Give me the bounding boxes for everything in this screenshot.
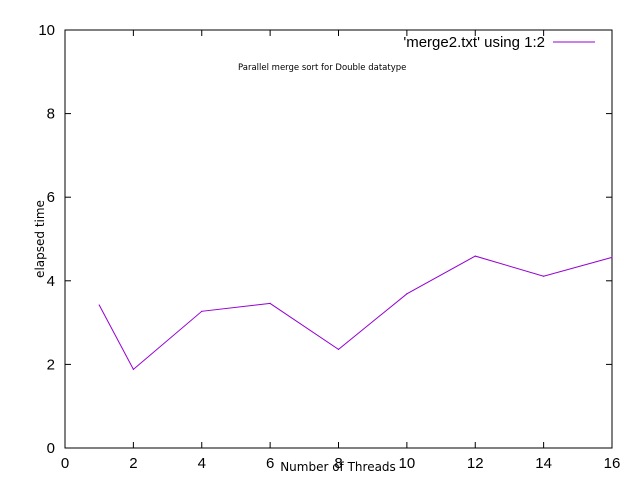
legend: 'merge2.txt' using 1:2 <box>403 34 595 51</box>
x-tick-label: 2 <box>129 455 137 472</box>
x-tick-label: 8 <box>334 455 342 472</box>
data-point <box>543 275 545 277</box>
data-point <box>406 293 408 295</box>
x-tick-label: 16 <box>604 455 621 472</box>
y-tick-label: 2 <box>47 356 55 373</box>
x-axis-title: Number of Threads <box>280 460 396 474</box>
y-tick-label: 10 <box>38 22 55 39</box>
y-tick-label: 6 <box>47 189 55 206</box>
x-tick-label: 6 <box>266 455 274 472</box>
data-point <box>201 310 203 312</box>
series-layer <box>98 255 613 371</box>
data-point <box>337 348 340 350</box>
legend-label: 'merge2.txt' using 1:2 <box>403 34 545 51</box>
series-line <box>98 255 613 371</box>
y-tick-label: 0 <box>47 440 55 457</box>
data-point <box>269 302 271 304</box>
x-tick-label: 10 <box>399 455 416 472</box>
x-tick-label: 0 <box>61 455 69 472</box>
data-point <box>132 368 134 371</box>
data-point <box>474 255 476 257</box>
y-axis-title: elapsed time <box>33 200 47 278</box>
y-axis: 0 2 4 6 8 10 <box>38 22 612 457</box>
plot-frame <box>64 29 613 449</box>
data-point <box>611 256 613 258</box>
data-point <box>98 304 100 306</box>
x-tick-label: 4 <box>198 455 206 472</box>
x-tick-label: 14 <box>535 455 552 472</box>
y-tick-label: 8 <box>47 106 55 123</box>
chart-annotation: Parallel merge sort for Double datatype <box>238 63 406 73</box>
x-tick-label: 12 <box>467 455 484 472</box>
y-tick-label: 4 <box>47 273 55 290</box>
x-axis: 0 2 4 6 8 10 12 14 16 <box>61 30 621 472</box>
